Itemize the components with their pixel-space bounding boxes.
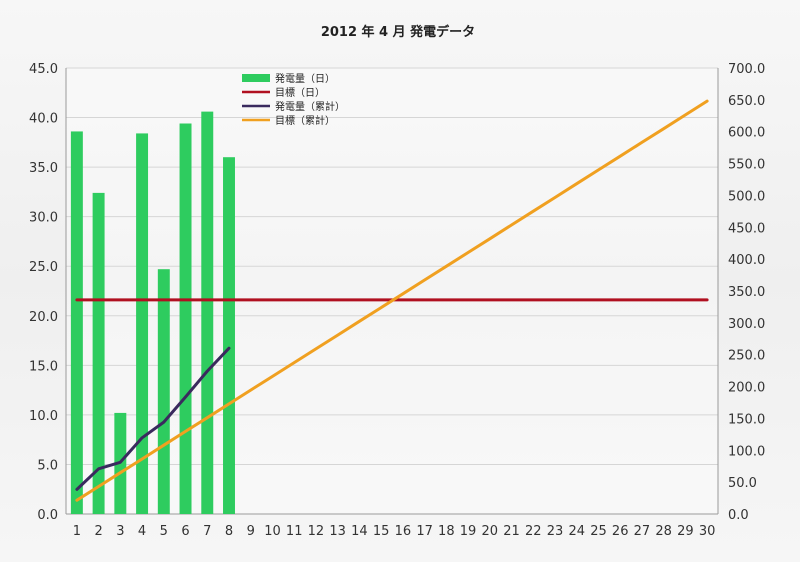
x-tick-label: 2 <box>94 524 102 539</box>
right-tick-label: 350.0 <box>728 285 765 300</box>
x-tick-label: 26 <box>612 524 629 539</box>
x-tick-label: 27 <box>634 524 651 539</box>
x-tick-label: 23 <box>547 524 564 539</box>
right-tick-label: 450.0 <box>728 221 765 236</box>
legend-label: 発電量（日） <box>275 72 335 85</box>
x-tick-label: 29 <box>677 524 694 539</box>
bar-generation-daily <box>223 157 235 514</box>
x-tick-label: 7 <box>203 524 211 539</box>
x-tick-label: 24 <box>568 524 585 539</box>
left-tick-label: 0.0 <box>37 508 58 523</box>
bar-generation-daily <box>201 111 214 514</box>
x-tick-label: 17 <box>416 524 433 539</box>
x-tick-label: 12 <box>308 524 325 539</box>
x-tick-label: 13 <box>329 524 346 539</box>
x-tick-label: 19 <box>460 524 477 539</box>
x-tick-label: 22 <box>525 524 542 539</box>
series-line <box>75 346 231 491</box>
right-tick-label: 600.0 <box>728 126 765 141</box>
left-tick-label: 20.0 <box>29 310 58 325</box>
left-tick-label: 40.0 <box>29 112 58 127</box>
x-tick-label: 14 <box>351 524 368 539</box>
left-tick-label: 15.0 <box>29 359 58 374</box>
x-axis-ticks: 1 2 3 4 5 6 7 8 9 10 11 12 13 14 15 16 17 18 19 20 21 22 23 24 2… <box>73 524 716 539</box>
x-tick-label: 20 <box>482 524 499 539</box>
right-tick-label: 650.0 <box>728 94 765 109</box>
right-tick-label: 700.0 <box>728 62 765 77</box>
left-tick-label: 35.0 <box>29 161 58 176</box>
left-tick-label: 30.0 <box>29 211 58 226</box>
x-tick-label: 15 <box>373 524 390 539</box>
x-tick-label: 8 <box>225 524 233 539</box>
x-tick-label: 16 <box>395 524 412 539</box>
series-line <box>75 99 709 502</box>
x-tick-label: 5 <box>160 524 168 539</box>
legend-swatch <box>242 74 270 82</box>
x-tick-label: 11 <box>286 524 303 539</box>
right-tick-label: 0.0 <box>728 508 749 523</box>
legend-label: 発電量（累計） <box>275 100 345 113</box>
chart-title: 2012 年 4 月 発電データ <box>321 24 475 40</box>
bar-generation-daily <box>157 269 170 514</box>
x-tick-label: 3 <box>116 524 124 539</box>
right-tick-label: 200.0 <box>728 381 765 396</box>
right-tick-label: 300.0 <box>728 317 765 332</box>
bar-generation-daily <box>179 123 192 514</box>
right-tick-label: 50.0 <box>728 476 757 491</box>
right-tick-label: 250.0 <box>728 349 765 364</box>
right-tick-label: 550.0 <box>728 158 765 173</box>
bar-generation-daily <box>136 133 149 514</box>
x-tick-label: 25 <box>590 524 607 539</box>
x-tick-label: 18 <box>438 524 455 539</box>
right-axis-ticks: 0.0 50.0 100.0 150.0 200.0 250.0 300.0 350.0 400… <box>728 62 765 523</box>
right-tick-label: 500.0 <box>728 189 765 204</box>
left-tick-label: 10.0 <box>29 409 58 424</box>
legend-label: 目標（日） <box>275 86 325 99</box>
x-tick-label: 28 <box>655 524 672 539</box>
right-tick-label: 400.0 <box>728 253 765 268</box>
bar-generation-daily <box>92 192 105 514</box>
line-series <box>75 99 709 502</box>
x-tick-label: 21 <box>503 524 520 539</box>
left-tick-label: 25.0 <box>29 260 58 275</box>
x-tick-label: 1 <box>73 524 81 539</box>
x-tick-label: 6 <box>181 524 189 539</box>
x-tick-label: 9 <box>247 524 255 539</box>
legend-label: 目標（累計） <box>275 114 335 127</box>
left-tick-label: 45.0 <box>29 62 58 77</box>
right-tick-label: 100.0 <box>728 444 765 459</box>
bar-generation-daily <box>70 131 83 515</box>
axes <box>65 68 719 515</box>
left-axis-ticks: 0.0 5.0 10.0 15.0 20.0 25.0 30.0 35.0 40.0 45.0 <box>29 62 58 523</box>
x-tick-label: 10 <box>264 524 281 539</box>
legend: 発電量（日）目標（日）発電量（累計）目標（累計） <box>242 72 345 127</box>
right-tick-label: 150.0 <box>728 412 765 427</box>
x-tick-label: 4 <box>138 524 146 539</box>
left-tick-label: 5.0 <box>37 458 58 473</box>
x-tick-label: 30 <box>699 524 716 539</box>
